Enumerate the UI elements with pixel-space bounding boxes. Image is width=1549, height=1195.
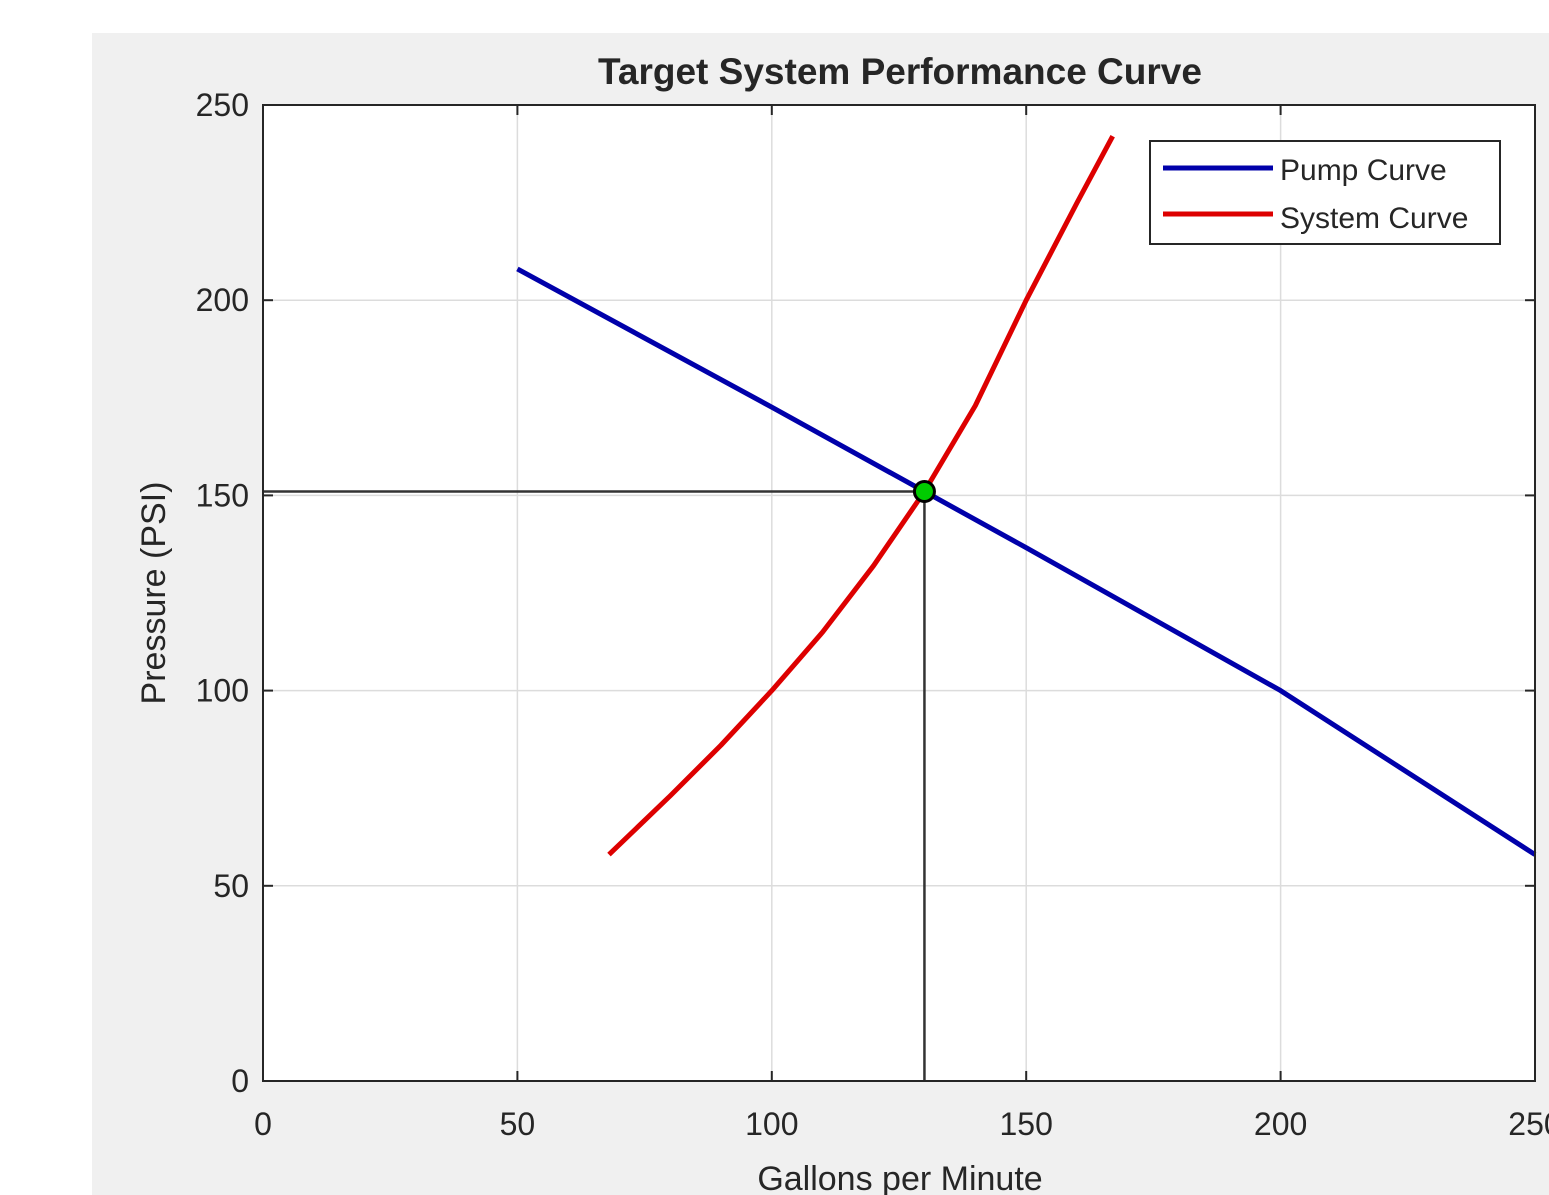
plot-frame [262,104,1536,1082]
y-tick-label-150: 150 [196,477,249,513]
y-tick-label-100: 100 [196,673,249,709]
operating-point-markers [912,479,936,503]
x-tick-label-150: 150 [1000,1106,1053,1142]
x-tick-label-200: 200 [1254,1106,1307,1142]
legend: Pump Curve System Curve [1149,140,1501,245]
y-tick-label-250: 250 [196,87,249,123]
chart-title: Target System Performance Curve [598,51,1202,92]
legend-box [1149,140,1501,245]
x-tick-label-250: 250 [1508,1106,1549,1142]
x-tick-label-50: 50 [500,1106,536,1142]
x-axis-label: Gallons per Minute [757,1160,1042,1195]
y-tick-label-50: 50 [213,868,249,904]
x-tick-label-0: 0 [254,1106,272,1142]
axis-ticks: 0 50 100 150 200 250 0 50 100 150 200 250 [196,87,1549,1142]
series-line-system-curve [607,135,1115,857]
reference-lines [263,490,926,1081]
operating-point-marker [912,479,936,503]
grid-lines [263,105,1535,1081]
y-tick-label-200: 200 [196,282,249,318]
data-series [516,135,1537,857]
plot-area [263,105,1535,1081]
y-axis-label: Pressure (PSI) [135,482,173,705]
y-tick-label-0: 0 [231,1063,249,1099]
legend-label-system-curve: System Curve [1280,202,1468,235]
series-line-pump-curve [516,266,1537,857]
legend-label-pump-curve: Pump Curve [1280,154,1447,187]
x-tick-label-100: 100 [745,1106,798,1142]
